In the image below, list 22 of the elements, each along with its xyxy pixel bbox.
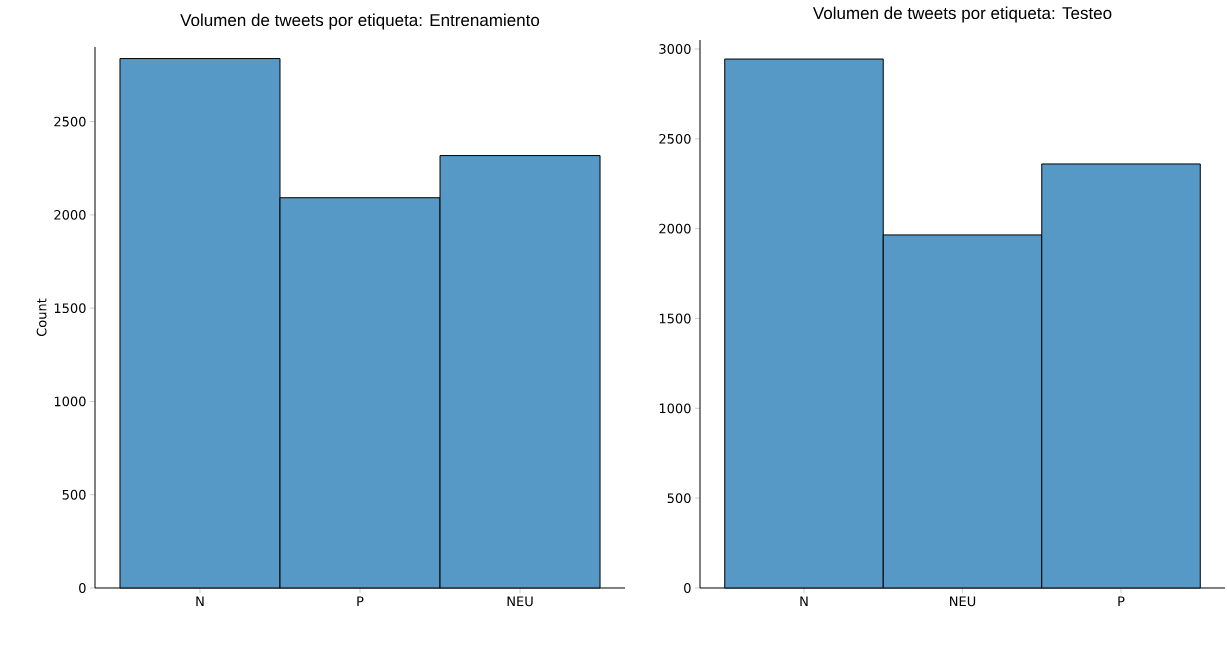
y-tick-label: 2000 xyxy=(54,209,86,220)
y-tick-label: 0 xyxy=(684,583,691,593)
y-tick-label: 2000 xyxy=(659,223,691,234)
x-tick-label: P xyxy=(1118,596,1125,606)
y-tick-label: 1500 xyxy=(659,313,691,324)
y-tick-label: 1000 xyxy=(659,403,691,414)
chart-title: Volumen de tweets por etiqueta: Testeo xyxy=(812,6,1112,23)
x-tick-label: N xyxy=(800,596,808,606)
y-tick-label: 500 xyxy=(62,489,86,500)
chart-title: Volumen de tweets por etiqueta: Entrenamiento xyxy=(180,13,540,30)
x-tick-label: N xyxy=(196,596,204,606)
y-tick-label: 3000 xyxy=(659,44,691,54)
x-tick-label: NEU xyxy=(507,596,533,607)
y-tick-label: 500 xyxy=(667,493,691,504)
x-tick-label: P xyxy=(357,596,364,606)
y-tick-label: 2500 xyxy=(54,116,86,127)
y-tick-label: 1000 xyxy=(54,396,86,407)
y-tick-label: 1500 xyxy=(54,303,86,314)
y-axis-title: Count xyxy=(36,298,47,337)
y-tick-label: 2500 xyxy=(659,133,691,144)
y-tick-label: 0 xyxy=(79,583,86,593)
x-tick-label: NEU xyxy=(950,596,976,607)
